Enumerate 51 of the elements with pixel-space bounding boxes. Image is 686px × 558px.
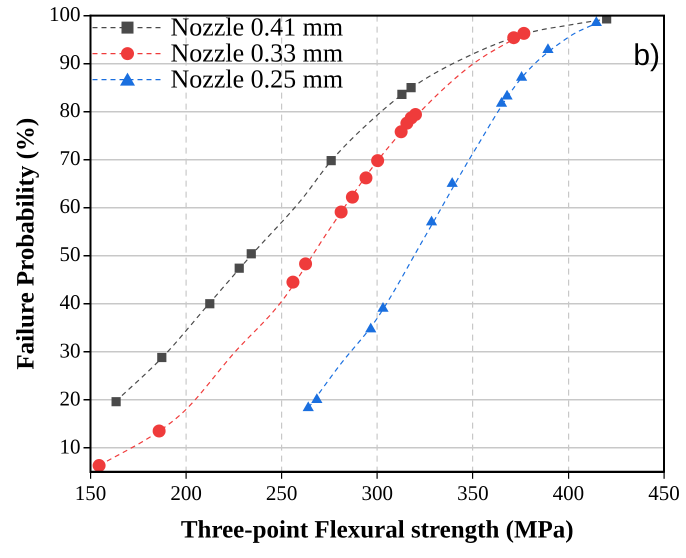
y-tick-label: 60 [60,194,80,218]
point [299,257,312,270]
point [112,397,121,406]
point [426,216,438,226]
point [346,190,359,204]
point [302,401,314,412]
point [92,459,106,472]
y-tick-label: 10 [60,434,80,458]
y-tick-label: 80 [60,98,80,122]
y-tick-label: 40 [60,290,80,314]
x-tick-label: 300 [362,480,393,505]
point [406,83,416,92]
point [446,177,458,187]
x-tick-label: 150 [74,480,106,505]
point [359,171,372,184]
y-tick-label: 100 [49,2,80,26]
y-tick-label: 90 [60,50,80,74]
point [517,26,530,40]
point [496,96,508,107]
x-tick-label: 350 [457,480,489,505]
point [334,206,348,219]
x-tick-label: 450 [648,480,680,505]
y-tick-label: 30 [60,338,80,362]
point [157,352,166,362]
x-tick-label: 200 [170,480,202,505]
point [311,393,322,404]
point [371,154,384,168]
x-axis-title: Three-point Flexural strength (MPa) [180,516,574,544]
x-tick-label: 400 [552,480,584,505]
y-tick-label: 50 [60,242,80,266]
y-axis-title: Failure Probability (%) [12,118,40,370]
annotation: b) [633,38,660,72]
point [246,249,256,258]
y-tick-label: 70 [60,146,80,170]
point [542,43,554,53]
point [286,276,300,289]
point [365,322,376,332]
point [590,16,602,26]
point [516,71,528,81]
point [326,156,336,166]
point [397,90,407,99]
point [152,424,166,438]
point [394,125,408,138]
x-tick-label: 250 [266,480,298,505]
y-tick-label: 20 [60,386,80,410]
point [377,302,389,312]
point [205,299,214,308]
point [507,31,520,44]
point [408,108,422,122]
point [501,90,513,100]
point [234,264,244,273]
